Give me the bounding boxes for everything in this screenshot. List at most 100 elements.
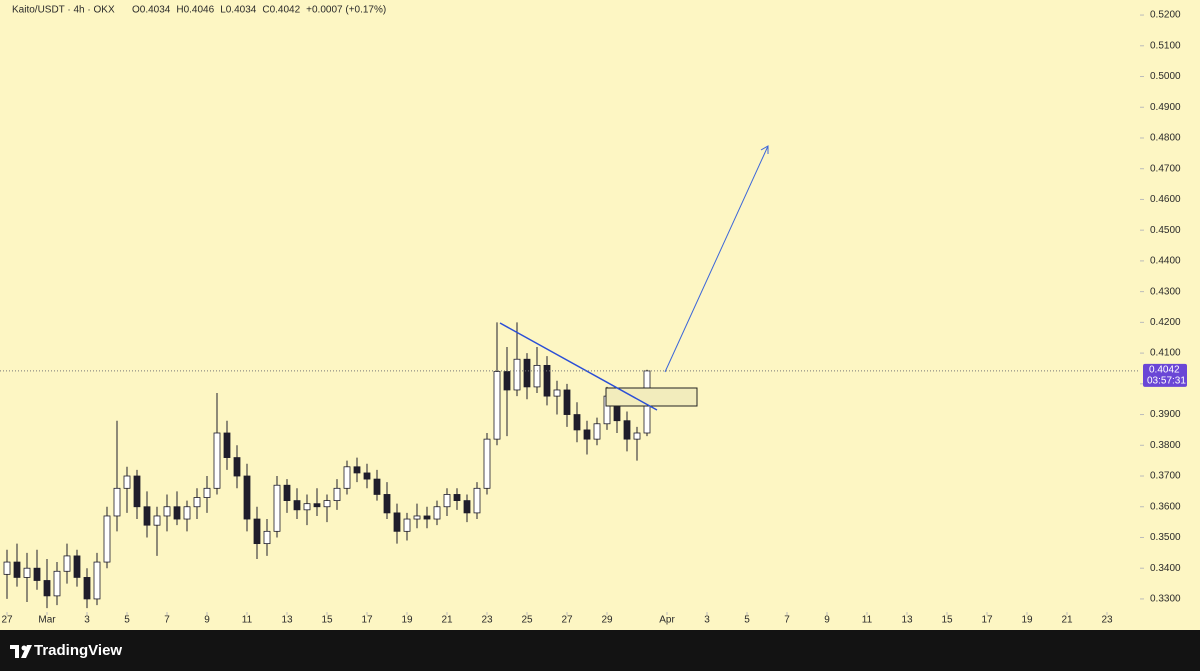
candle-body xyxy=(63,555,71,572)
x-tick-label: 13 xyxy=(281,615,293,626)
x-tick-label: 7 xyxy=(784,615,790,626)
x-tick-label: 5 xyxy=(124,615,130,626)
y-tick-label: 0.5200 xyxy=(1150,10,1181,21)
candle-body xyxy=(533,364,541,388)
y-tick-label: 0.4500 xyxy=(1150,225,1181,236)
candle-body xyxy=(153,515,161,526)
x-tick-label: 23 xyxy=(1101,615,1113,626)
candle-body xyxy=(43,580,51,597)
candle-body xyxy=(213,432,221,489)
candle-body xyxy=(283,484,291,501)
candle-body xyxy=(183,506,191,520)
candle-body xyxy=(243,475,251,520)
candle-body xyxy=(373,478,381,495)
candle-body xyxy=(393,512,401,532)
x-tick-label: 11 xyxy=(242,615,253,626)
x-tick-label: 5 xyxy=(744,615,750,626)
candle-body xyxy=(353,466,361,474)
candle-body xyxy=(123,475,131,489)
x-tick-label: 23 xyxy=(481,615,493,626)
candle-body xyxy=(563,389,571,415)
candle-body xyxy=(303,503,311,511)
x-tick-label: 27 xyxy=(1,615,13,626)
background xyxy=(0,0,1200,630)
x-tick-label: 9 xyxy=(824,615,830,626)
symbol: Kaito/USDT · 4h · OKX xyxy=(12,5,115,16)
candle-body xyxy=(33,567,41,581)
countdown: 03:57:31 xyxy=(1147,376,1186,387)
candle-body xyxy=(453,494,461,501)
candle-body xyxy=(583,429,591,440)
candle-body xyxy=(623,420,631,440)
y-tick-label: 0.5000 xyxy=(1150,71,1181,82)
x-tick-label: 21 xyxy=(441,615,453,626)
price-badge xyxy=(1143,363,1187,387)
candle-body xyxy=(13,561,21,578)
trend-line xyxy=(499,322,658,411)
candle-body xyxy=(133,475,141,508)
x-tick-label: 17 xyxy=(981,615,993,626)
x-tick-label: 19 xyxy=(401,615,413,626)
x-tick-label: Mar xyxy=(38,615,56,626)
candle-body xyxy=(383,494,391,514)
candle-body xyxy=(503,371,511,391)
candle-body xyxy=(253,518,261,545)
y-tick-label: 0.5100 xyxy=(1150,40,1181,51)
plot xyxy=(3,322,651,609)
candle-body xyxy=(293,500,301,511)
candle-body xyxy=(113,487,121,517)
y-tick-label: 0.3500 xyxy=(1150,532,1181,543)
y-tick-label: 0.4400 xyxy=(1150,256,1181,267)
x-tick-label: 11 xyxy=(862,615,873,626)
candle-body xyxy=(543,364,551,397)
x-tick-label: 25 xyxy=(521,615,533,626)
arrow-head xyxy=(760,145,769,154)
candle-body xyxy=(413,515,421,520)
footer xyxy=(0,630,1200,671)
candle-body xyxy=(173,506,181,520)
candle-body xyxy=(23,567,31,578)
x-tick-label: 27 xyxy=(561,615,573,626)
y-tick-label: 0.4100 xyxy=(1150,348,1181,359)
y-tick-label: 0.4600 xyxy=(1150,194,1181,205)
candle-body xyxy=(593,423,601,440)
y-tick-label: 0.4200 xyxy=(1150,317,1181,328)
brand: TradingView xyxy=(34,642,122,659)
ohlc-value: O0.4034 xyxy=(132,5,171,16)
candle-body xyxy=(513,358,521,391)
candle-body xyxy=(403,518,411,532)
candle-body xyxy=(233,457,241,477)
candle-body xyxy=(463,500,471,514)
candle-body xyxy=(93,561,101,600)
x-tick-label: 3 xyxy=(84,615,90,626)
candle-body xyxy=(473,487,481,514)
zone-box xyxy=(605,387,698,407)
y-tick-label: 0.4800 xyxy=(1150,133,1181,144)
candle-body xyxy=(163,506,171,517)
candle-body xyxy=(433,506,441,520)
candle-body xyxy=(423,515,431,520)
y-tick-label: 0.3300 xyxy=(1150,594,1181,605)
y-tick-label: 0.4900 xyxy=(1150,102,1181,113)
y-tick-label: 0.4300 xyxy=(1150,286,1181,297)
candle-body xyxy=(263,530,271,545)
candle-body xyxy=(573,414,581,431)
x-tick-label: 9 xyxy=(204,615,210,626)
ohlc-value: L0.4034 xyxy=(220,5,257,16)
x-tick-label: 19 xyxy=(1021,615,1033,626)
candle-body xyxy=(323,500,331,508)
ohlc-value: H0.4046 xyxy=(176,5,214,16)
x-tick-label: 17 xyxy=(361,615,373,626)
y-tick-label: 0.3800 xyxy=(1150,440,1181,451)
candle-body xyxy=(73,555,81,578)
last-price-label: 0.4042 xyxy=(1149,365,1180,376)
x-tick-label: 29 xyxy=(601,615,613,626)
y-tick-label: 0.4700 xyxy=(1150,163,1181,174)
x-tick-label: 15 xyxy=(941,615,953,626)
projection-arrow xyxy=(664,145,769,373)
candle-body xyxy=(633,432,641,440)
candle-body xyxy=(333,487,341,501)
x-tick-label: 7 xyxy=(164,615,170,626)
candle-body xyxy=(523,358,531,388)
